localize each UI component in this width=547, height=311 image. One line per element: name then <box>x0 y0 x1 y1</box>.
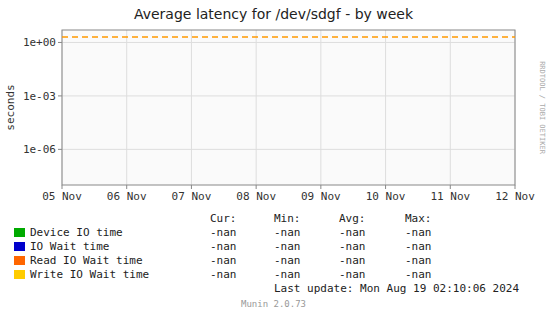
x-tick <box>256 185 257 189</box>
watermark: RRDTOOL / TOBI OETIKER <box>538 61 546 155</box>
stats-value: -nan <box>210 226 237 239</box>
stats-value: -nan <box>274 240 301 253</box>
stats-value: -nan <box>274 254 301 267</box>
y-tick-label: 1e-03 <box>23 90 56 103</box>
legend-entry: IO Wait time <box>30 240 109 253</box>
y-grid-line <box>62 42 515 43</box>
stats-header: Max: <box>405 212 432 225</box>
y-grid-line <box>62 149 515 150</box>
version-note: Munin 2.0.73 <box>241 299 306 309</box>
stats-value: -nan <box>210 240 237 253</box>
x-tick-label: 06 Nov <box>107 190 147 203</box>
legend-entry: Write IO Wait time <box>30 268 149 281</box>
stats-value: -nan <box>405 240 432 253</box>
plot-area <box>62 30 515 185</box>
y-grid-line <box>62 95 515 96</box>
x-tick <box>126 185 127 189</box>
stats-value: -nan <box>405 268 432 281</box>
x-tick-label: 11 Nov <box>430 190 470 203</box>
plot-marks <box>62 37 515 38</box>
stats-value: -nan <box>274 268 301 281</box>
x-tick <box>515 185 516 189</box>
y-tick <box>58 149 62 150</box>
x-tick-label: 08 Nov <box>236 190 276 203</box>
legend-entry: Device IO time <box>30 226 123 239</box>
stats-header: Min: <box>274 212 301 225</box>
x-tick-label: 09 Nov <box>301 190 341 203</box>
stats-value: -nan <box>210 268 237 281</box>
x-tick-label: 10 Nov <box>366 190 406 203</box>
stats-value: -nan <box>405 254 432 267</box>
stats-header: Cur: <box>210 212 237 225</box>
legend-swatch <box>14 242 25 251</box>
stats-value: -nan <box>339 268 366 281</box>
y-tick <box>58 95 62 96</box>
x-grid-line <box>385 30 386 185</box>
x-tick-label: 12 Nov <box>495 190 535 203</box>
x-tick-label: 05 Nov <box>42 190 82 203</box>
title: Average latency for /dev/sdgf - by week <box>134 6 414 22</box>
stats-value: -nan <box>274 226 301 239</box>
x-tick <box>385 185 386 189</box>
y-tick-label: 1e+00 <box>23 36 56 49</box>
stats-value: -nan <box>210 254 237 267</box>
x-grid-line <box>450 30 451 185</box>
x-grid-line <box>320 30 321 185</box>
stats-value: -nan <box>405 226 432 239</box>
reference-line <box>62 36 515 38</box>
x-tick-label: 07 Nov <box>172 190 212 203</box>
x-grid-line <box>256 30 257 185</box>
plot-frame <box>62 30 515 185</box>
y-tick-label: 1e-06 <box>23 143 56 156</box>
stats-value: -nan <box>339 240 366 253</box>
x-tick <box>450 185 451 189</box>
legend-swatch <box>14 228 25 237</box>
y-axis-label: seconds <box>4 84 17 130</box>
stats-value: -nan <box>339 226 366 239</box>
x-tick <box>62 185 63 189</box>
stats-header: Avg: <box>339 212 366 225</box>
x-grid-line <box>191 30 192 185</box>
x-tick <box>320 185 321 189</box>
x-tick <box>191 185 192 189</box>
legend-swatch <box>14 256 25 265</box>
chart: 1e-06 1e-03 1e+00 05 Nov 06 Nov 07 Nov 08 Nov 0… <box>0 0 547 311</box>
x-grid-line <box>126 30 127 185</box>
legend-swatch <box>14 270 25 279</box>
stats-value: -nan <box>339 254 366 267</box>
last-update: Last update: Mon Aug 19 02:10:06 2024 <box>274 282 519 295</box>
legend-entry: Read IO Wait time <box>30 254 143 267</box>
y-tick <box>58 42 62 43</box>
